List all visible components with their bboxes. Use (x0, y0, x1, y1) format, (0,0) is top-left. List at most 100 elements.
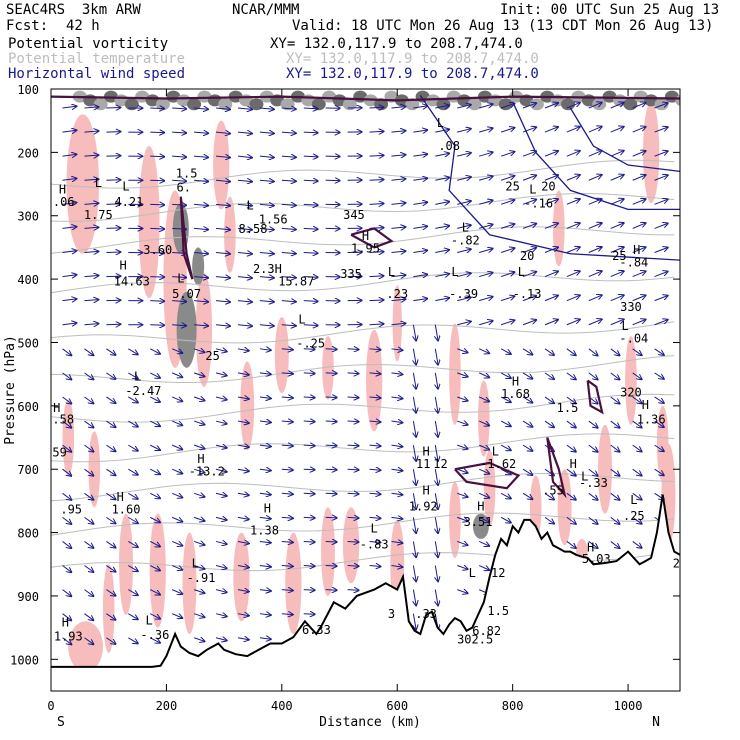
wind-vector (193, 445, 204, 448)
wind-vector (588, 319, 602, 326)
wind-vector (84, 300, 98, 301)
pv-shading-blob (62, 399, 75, 476)
wind-vector (171, 516, 182, 521)
wind-vector (281, 517, 293, 518)
contour-label: 3 (388, 607, 395, 621)
contour-label: H (362, 229, 369, 243)
wind-vector (588, 372, 598, 380)
wind-vector (106, 372, 115, 379)
wind-vector (193, 638, 204, 642)
wind-vector (391, 323, 405, 324)
wind-vector (62, 203, 77, 205)
wind-vector (325, 373, 337, 374)
wind-vector (391, 445, 402, 447)
contour-label: L (451, 265, 458, 279)
contour-label: 302.5 (457, 632, 493, 646)
wind-vector (84, 516, 93, 523)
pv-shading-blob (449, 323, 461, 425)
wind-vector (566, 103, 580, 109)
contour-label: .55 (542, 484, 564, 498)
pv-shading-blob (182, 532, 197, 634)
y-tick-label: 900 (17, 590, 39, 604)
pv-shading-gray (176, 291, 197, 368)
wind-vector (522, 248, 536, 253)
pv-contour (586, 379, 604, 415)
contour-label: 1.36 (637, 413, 666, 427)
wind-vector (369, 493, 381, 494)
wind-vector (128, 348, 137, 355)
wind-vector (150, 589, 160, 595)
wind-vector (171, 444, 182, 449)
field-name-theta: Potential temperature (8, 51, 186, 67)
wind-vector (544, 420, 554, 427)
wind-vector (500, 468, 511, 474)
field-name-wind: Horizontal wind speed (8, 66, 186, 82)
wind-vector (610, 492, 620, 500)
wind-vector (632, 348, 642, 355)
wind-vector (237, 566, 249, 568)
wind-vector (281, 301, 296, 302)
theta-contour (51, 226, 675, 254)
wind-vector (106, 348, 115, 355)
wind-vector (369, 349, 381, 350)
wind-vector (500, 272, 514, 278)
pv-shading-blob (322, 336, 334, 400)
wind-vector (610, 223, 624, 229)
wind-vector (84, 565, 93, 572)
wind-vector (391, 421, 402, 423)
wind-vector (544, 516, 554, 523)
contour-label: -.36 (140, 628, 169, 642)
wind-vector (215, 204, 230, 205)
wind-vector (478, 516, 489, 522)
wind-vector (632, 396, 642, 403)
contour-label: 1.5 (557, 401, 579, 415)
wind-vector (347, 397, 359, 398)
contour-label: -2.47 (125, 384, 161, 398)
wind-vector (369, 566, 381, 567)
pv-contour (179, 196, 194, 280)
isotach-contour (512, 101, 680, 211)
wind-vector (522, 296, 536, 302)
wind-vector (457, 421, 467, 425)
wind-vector (588, 468, 598, 476)
contour-label: H (633, 243, 640, 257)
wind-vector (150, 516, 160, 522)
contour-label: H (512, 375, 519, 389)
contour-label: 1.68 (501, 387, 530, 401)
pv-shading-blob (643, 101, 660, 204)
wind-vector (128, 637, 137, 644)
wind-vector (610, 396, 620, 404)
wind-vector (500, 248, 514, 253)
wind-vector (171, 372, 182, 377)
wind-vector (632, 175, 646, 181)
wind-vector (435, 274, 449, 277)
pv-shading-strat (561, 98, 576, 111)
contour-label: H (197, 452, 204, 466)
wind-vector (413, 250, 427, 252)
wind-vector (237, 277, 252, 278)
wind-vector (435, 324, 438, 341)
wind-vector (62, 348, 72, 356)
wind-vector (303, 493, 315, 494)
wind-vector (435, 226, 449, 229)
wind-vector (457, 590, 467, 594)
wind-vector (150, 396, 160, 402)
wind-vector (457, 349, 467, 353)
wind-vector (544, 127, 558, 133)
wind-vector (215, 349, 227, 352)
plot-frame (50, 88, 681, 692)
pv-shading-blob (449, 481, 461, 558)
contour-label: H (117, 490, 124, 504)
wind-vector (654, 420, 664, 427)
wind-vector (215, 493, 227, 496)
wind-vector (84, 251, 98, 252)
wind-vector (435, 420, 438, 437)
wind-vector (237, 180, 252, 181)
wind-vector (544, 199, 558, 205)
wind-vector (544, 223, 558, 229)
wind-vector (62, 227, 77, 229)
wind-vector (62, 179, 77, 181)
wind-vector (478, 468, 489, 473)
contour-label: 12 (491, 566, 505, 580)
contour-label: -.13 (513, 287, 542, 301)
